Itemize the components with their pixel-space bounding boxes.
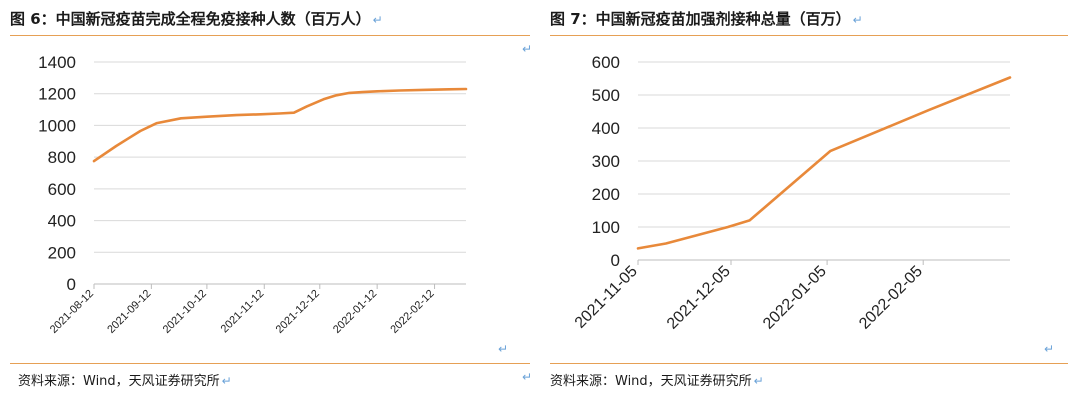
x-tick-label: 2021-11-05 (572, 263, 641, 332)
y-tick-label: 200 (48, 243, 76, 262)
x-tick-label: 2021-08-12 (48, 288, 96, 336)
return-mark: ↵ (753, 374, 764, 388)
return-mark: ↵ (1044, 342, 1055, 356)
x-tick-label: 2021-11-12 (219, 288, 267, 336)
figure-7-chart: 0 100 200 300 400 500 600 2021-11-05 2021-12-05 2… (572, 53, 1012, 333)
return-mark: ↵ (372, 13, 383, 27)
figure-7-source-text: 资料来源：Wind，天风证券研究所 (550, 374, 752, 389)
series-line (636, 76, 1012, 250)
figure-6-source: 资料来源：Wind，天风证券研究所 ↵ (18, 370, 232, 389)
y-tick-label: 800 (48, 148, 76, 167)
x-tick-label: 2021-09-12 (105, 288, 153, 336)
title-rule (10, 35, 530, 36)
y-tick-label: 400 (592, 119, 620, 138)
figure-7-source: 资料来源：Wind，天风证券研究所 ↵ (550, 370, 764, 389)
return-mark: ↵ (221, 374, 232, 388)
figure-7-panel: 图 7：中国新冠疫苗加强剂接种总量（百万） ↵ ↵ 0 100 200 300 400 50… (522, 0, 1080, 400)
y-tick-label: 1000 (38, 116, 76, 135)
x-tick-label: 2021-12-05 (664, 263, 734, 333)
figure-6-source-text: 资料来源：Wind，天风证券研究所 (18, 374, 220, 389)
return-mark: ↵ (852, 13, 863, 27)
y-tick-label: 100 (592, 218, 620, 237)
y-tick-label: 500 (592, 86, 620, 105)
return-mark: ↵ (522, 42, 533, 56)
x-tick-label: 2022-02-05 (856, 263, 926, 333)
footer-rule (550, 363, 1068, 364)
return-mark: ↵ (498, 342, 509, 356)
y-tick-label: 0 (611, 251, 620, 270)
y-tick-label: 0 (67, 275, 76, 294)
y-tick-label: 400 (48, 212, 76, 231)
series-line (92, 87, 468, 163)
y-tick-label: 200 (592, 185, 620, 204)
y-tick-label: 1200 (38, 85, 76, 104)
figure-6-panel: 图 6：中国新冠疫苗完成全程免疫接种人数（百万人） ↵ 0 200 400 600 800… (0, 0, 530, 400)
figure-6-title: 图 6：中国新冠疫苗完成全程免疫接种人数（百万人） ↵ (10, 8, 383, 29)
title-rule (550, 35, 1068, 36)
x-tick-label: 2022-01-05 (760, 263, 830, 333)
return-mark: ↵ (522, 370, 533, 384)
figure-7-title: 图 7：中国新冠疫苗加强剂接种总量（百万） ↵ (550, 8, 863, 29)
figure-6-title-text: 图 6：中国新冠疫苗完成全程免疫接种人数（百万人） (10, 10, 371, 28)
figure-7-title-text: 图 7：中国新冠疫苗加强剂接种总量（百万） (550, 10, 851, 28)
y-tick-label: 600 (592, 53, 620, 72)
y-tick-label: 300 (592, 152, 620, 171)
x-tick-label: 2021-12-12 (274, 288, 322, 336)
y-tick-label: 1400 (38, 53, 76, 72)
x-tick-label: 2022-02-12 (388, 288, 436, 336)
x-tick-label: 2022-01-12 (331, 288, 379, 336)
footer-rule (10, 363, 530, 364)
x-tick-label: 2021-10-12 (161, 288, 209, 336)
y-tick-label: 600 (48, 180, 76, 199)
